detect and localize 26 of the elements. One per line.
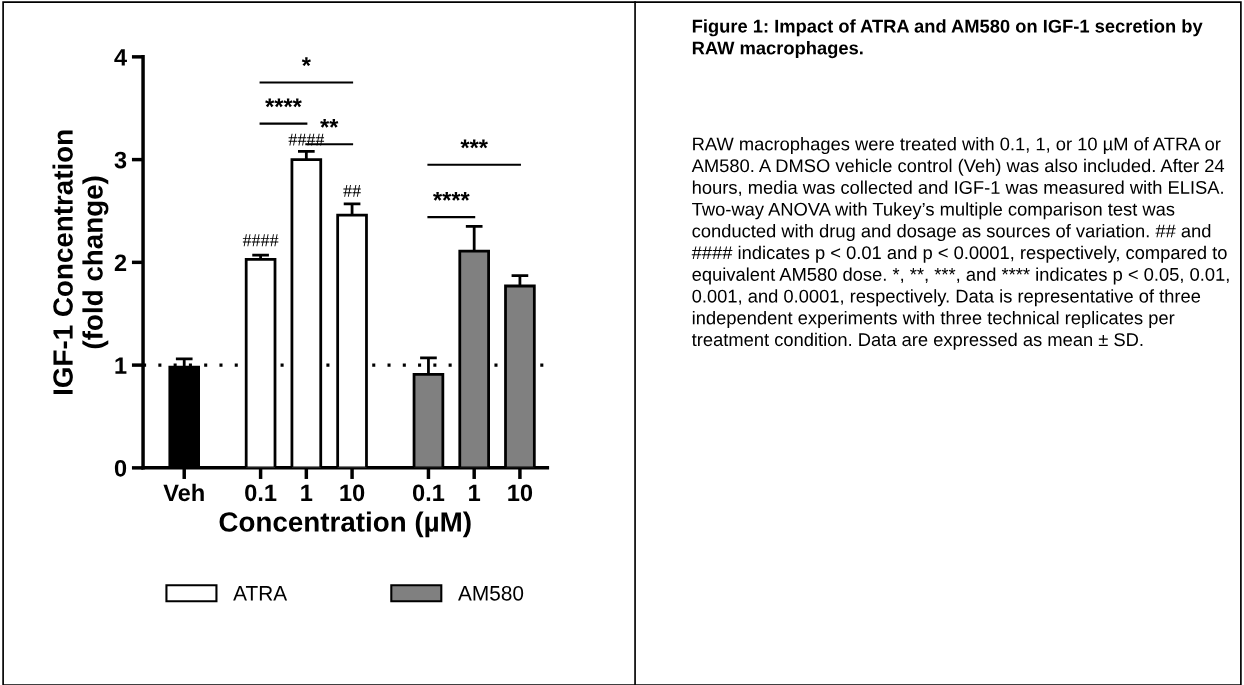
- annotation: *: [301, 57, 311, 67]
- x-tick-label: 1: [469, 484, 481, 501]
- y-tick-label: 4: [114, 49, 127, 66]
- annotation: **: [320, 118, 339, 128]
- y-tick-label: 2: [114, 254, 127, 271]
- x-tick-label: 1: [301, 484, 313, 501]
- legend-label: ATRA: [233, 586, 288, 601]
- annotation: ****: [433, 191, 470, 201]
- legend-label: AM580: [458, 585, 524, 601]
- annotation: ####: [288, 133, 325, 146]
- y-tick-label: 1: [115, 357, 127, 374]
- text: Figure 1: Impact of ATRA and AM580 on IGF-1 secretion by RAW macrophages.: [692, 19, 1203, 59]
- x-tick-label: Veh: [163, 483, 204, 502]
- annotation: ####: [242, 234, 279, 247]
- annotation: ****: [265, 98, 302, 108]
- x-axis-title: Concentration (µM): [219, 511, 471, 538]
- annotation: ##: [343, 185, 361, 197]
- x-tick-label: 10: [508, 484, 533, 502]
- x-tick-label: 0.1: [245, 484, 277, 502]
- y-tick-label: 3: [114, 151, 127, 169]
- y-axis-title: IGF-1 Concentration (fold change): [52, 130, 109, 394]
- text: RAW macrophages were treated with 0.1, 1, or 10 µM of ATRA or AM580. A DMSO vehicle control (Veh) was also included. After 24 hours, media was collected and IGF-1 was measured with ELISA. Two-way ANOVA with Tukey’s multiple comparison test was conducted with drug and dosage as sources of variation. ## and #### indicates p < 0.01 and p < 0.0001, respectively, compared to equivalent AM580 dose. *, **, ***, and **** indicates p < 0.05, 0.01, 0.001, and 0.0001, respectively. Data is representative of three independent experiments with three technical replicates per treatment condition. Data are expressed as mean ± SD.: [691, 137, 1229, 350]
- x-tick-label: 0.1: [412, 484, 445, 502]
- annotation: ***: [460, 139, 488, 149]
- x-tick-label: 10: [340, 484, 365, 502]
- y-tick-label: 0: [114, 459, 127, 477]
